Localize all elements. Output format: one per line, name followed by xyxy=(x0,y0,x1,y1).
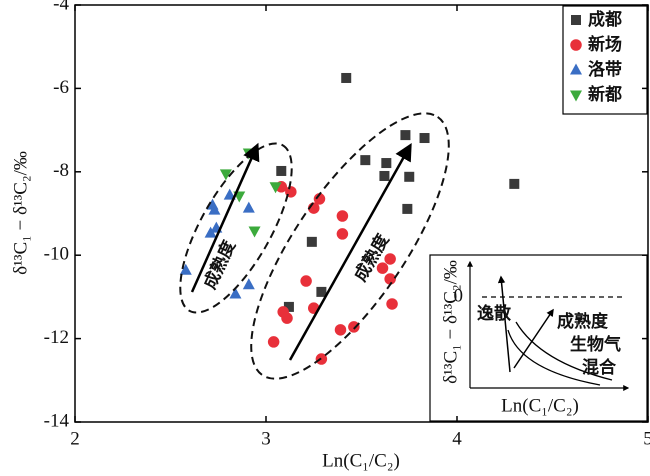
inset: 0 δ¹³C₁ − δ¹³C₂/‰ Ln(C₁/C₂) 逸散 成熟度 生物气 混… xyxy=(429,254,648,422)
point xyxy=(348,321,360,333)
y-axis-label: δ¹³C₁ − δ¹³C₂/‰ xyxy=(10,151,31,275)
point xyxy=(242,201,255,213)
point xyxy=(281,312,293,324)
legend-marker xyxy=(570,90,582,102)
point xyxy=(386,298,398,310)
point xyxy=(336,228,349,240)
y-tick-label: -8 xyxy=(53,160,69,181)
point xyxy=(379,170,390,181)
point xyxy=(300,275,312,287)
point xyxy=(208,203,221,215)
plot-frame xyxy=(74,4,649,423)
x-axis-label: Ln(C₁/C₂) xyxy=(322,450,400,471)
inset-zero: 0 xyxy=(454,285,464,306)
inset-curve xyxy=(515,321,613,381)
y-tick-label: -14 xyxy=(44,410,70,431)
x-tick-label: 4 xyxy=(452,428,462,449)
arrow xyxy=(190,142,260,293)
inset-label: 生物气 xyxy=(570,334,621,355)
inset-box xyxy=(429,254,648,422)
point xyxy=(360,155,371,166)
point xyxy=(404,171,415,182)
inset-x-label: Ln(C₁/C₂) xyxy=(501,395,579,416)
legend-marker xyxy=(570,39,582,51)
point xyxy=(229,287,242,299)
inset-label: 逸散 xyxy=(477,303,512,324)
legend-label: 新都 xyxy=(588,84,622,105)
point xyxy=(334,324,347,336)
point xyxy=(242,278,255,290)
y-tick-label: -12 xyxy=(44,327,69,348)
point xyxy=(306,236,317,247)
inset-curve xyxy=(507,329,601,386)
arrow xyxy=(288,142,412,361)
inset-label: 混合 xyxy=(582,357,617,378)
legend-marker xyxy=(571,15,581,25)
point xyxy=(223,188,236,200)
point xyxy=(276,165,287,176)
point xyxy=(400,130,411,141)
y-tick-label: -10 xyxy=(44,244,69,265)
point xyxy=(402,203,413,214)
inset-label: 成熟度 xyxy=(557,311,609,332)
legend-marker xyxy=(570,63,582,75)
legend-label: 成都 xyxy=(588,9,622,30)
point xyxy=(509,178,520,189)
point xyxy=(341,72,352,83)
x-tick-label: 3 xyxy=(261,428,271,449)
point xyxy=(381,158,392,169)
point xyxy=(316,286,327,297)
point xyxy=(267,336,280,348)
point xyxy=(419,133,430,144)
point xyxy=(219,169,232,181)
point xyxy=(384,273,396,285)
y-tick-label: -6 xyxy=(53,77,69,98)
point xyxy=(283,301,294,312)
inset-arrow xyxy=(497,275,511,373)
legend-label: 洛带 xyxy=(588,59,622,80)
point xyxy=(336,210,349,222)
point xyxy=(376,262,389,274)
inset-y-label: δ¹³C₁ − δ¹³C₂/‰ xyxy=(440,260,461,384)
inset-arrow xyxy=(513,308,554,369)
point xyxy=(313,193,326,205)
point xyxy=(384,253,396,265)
x-tick-label: 5 xyxy=(643,428,650,449)
point xyxy=(179,263,192,275)
legend-label: 新场 xyxy=(588,34,622,55)
point xyxy=(248,226,261,238)
x-tick-label: 2 xyxy=(70,428,80,449)
point xyxy=(269,182,282,194)
y-tick-label: -4 xyxy=(53,0,69,14)
point xyxy=(204,226,217,238)
group-ellipse xyxy=(179,142,293,314)
